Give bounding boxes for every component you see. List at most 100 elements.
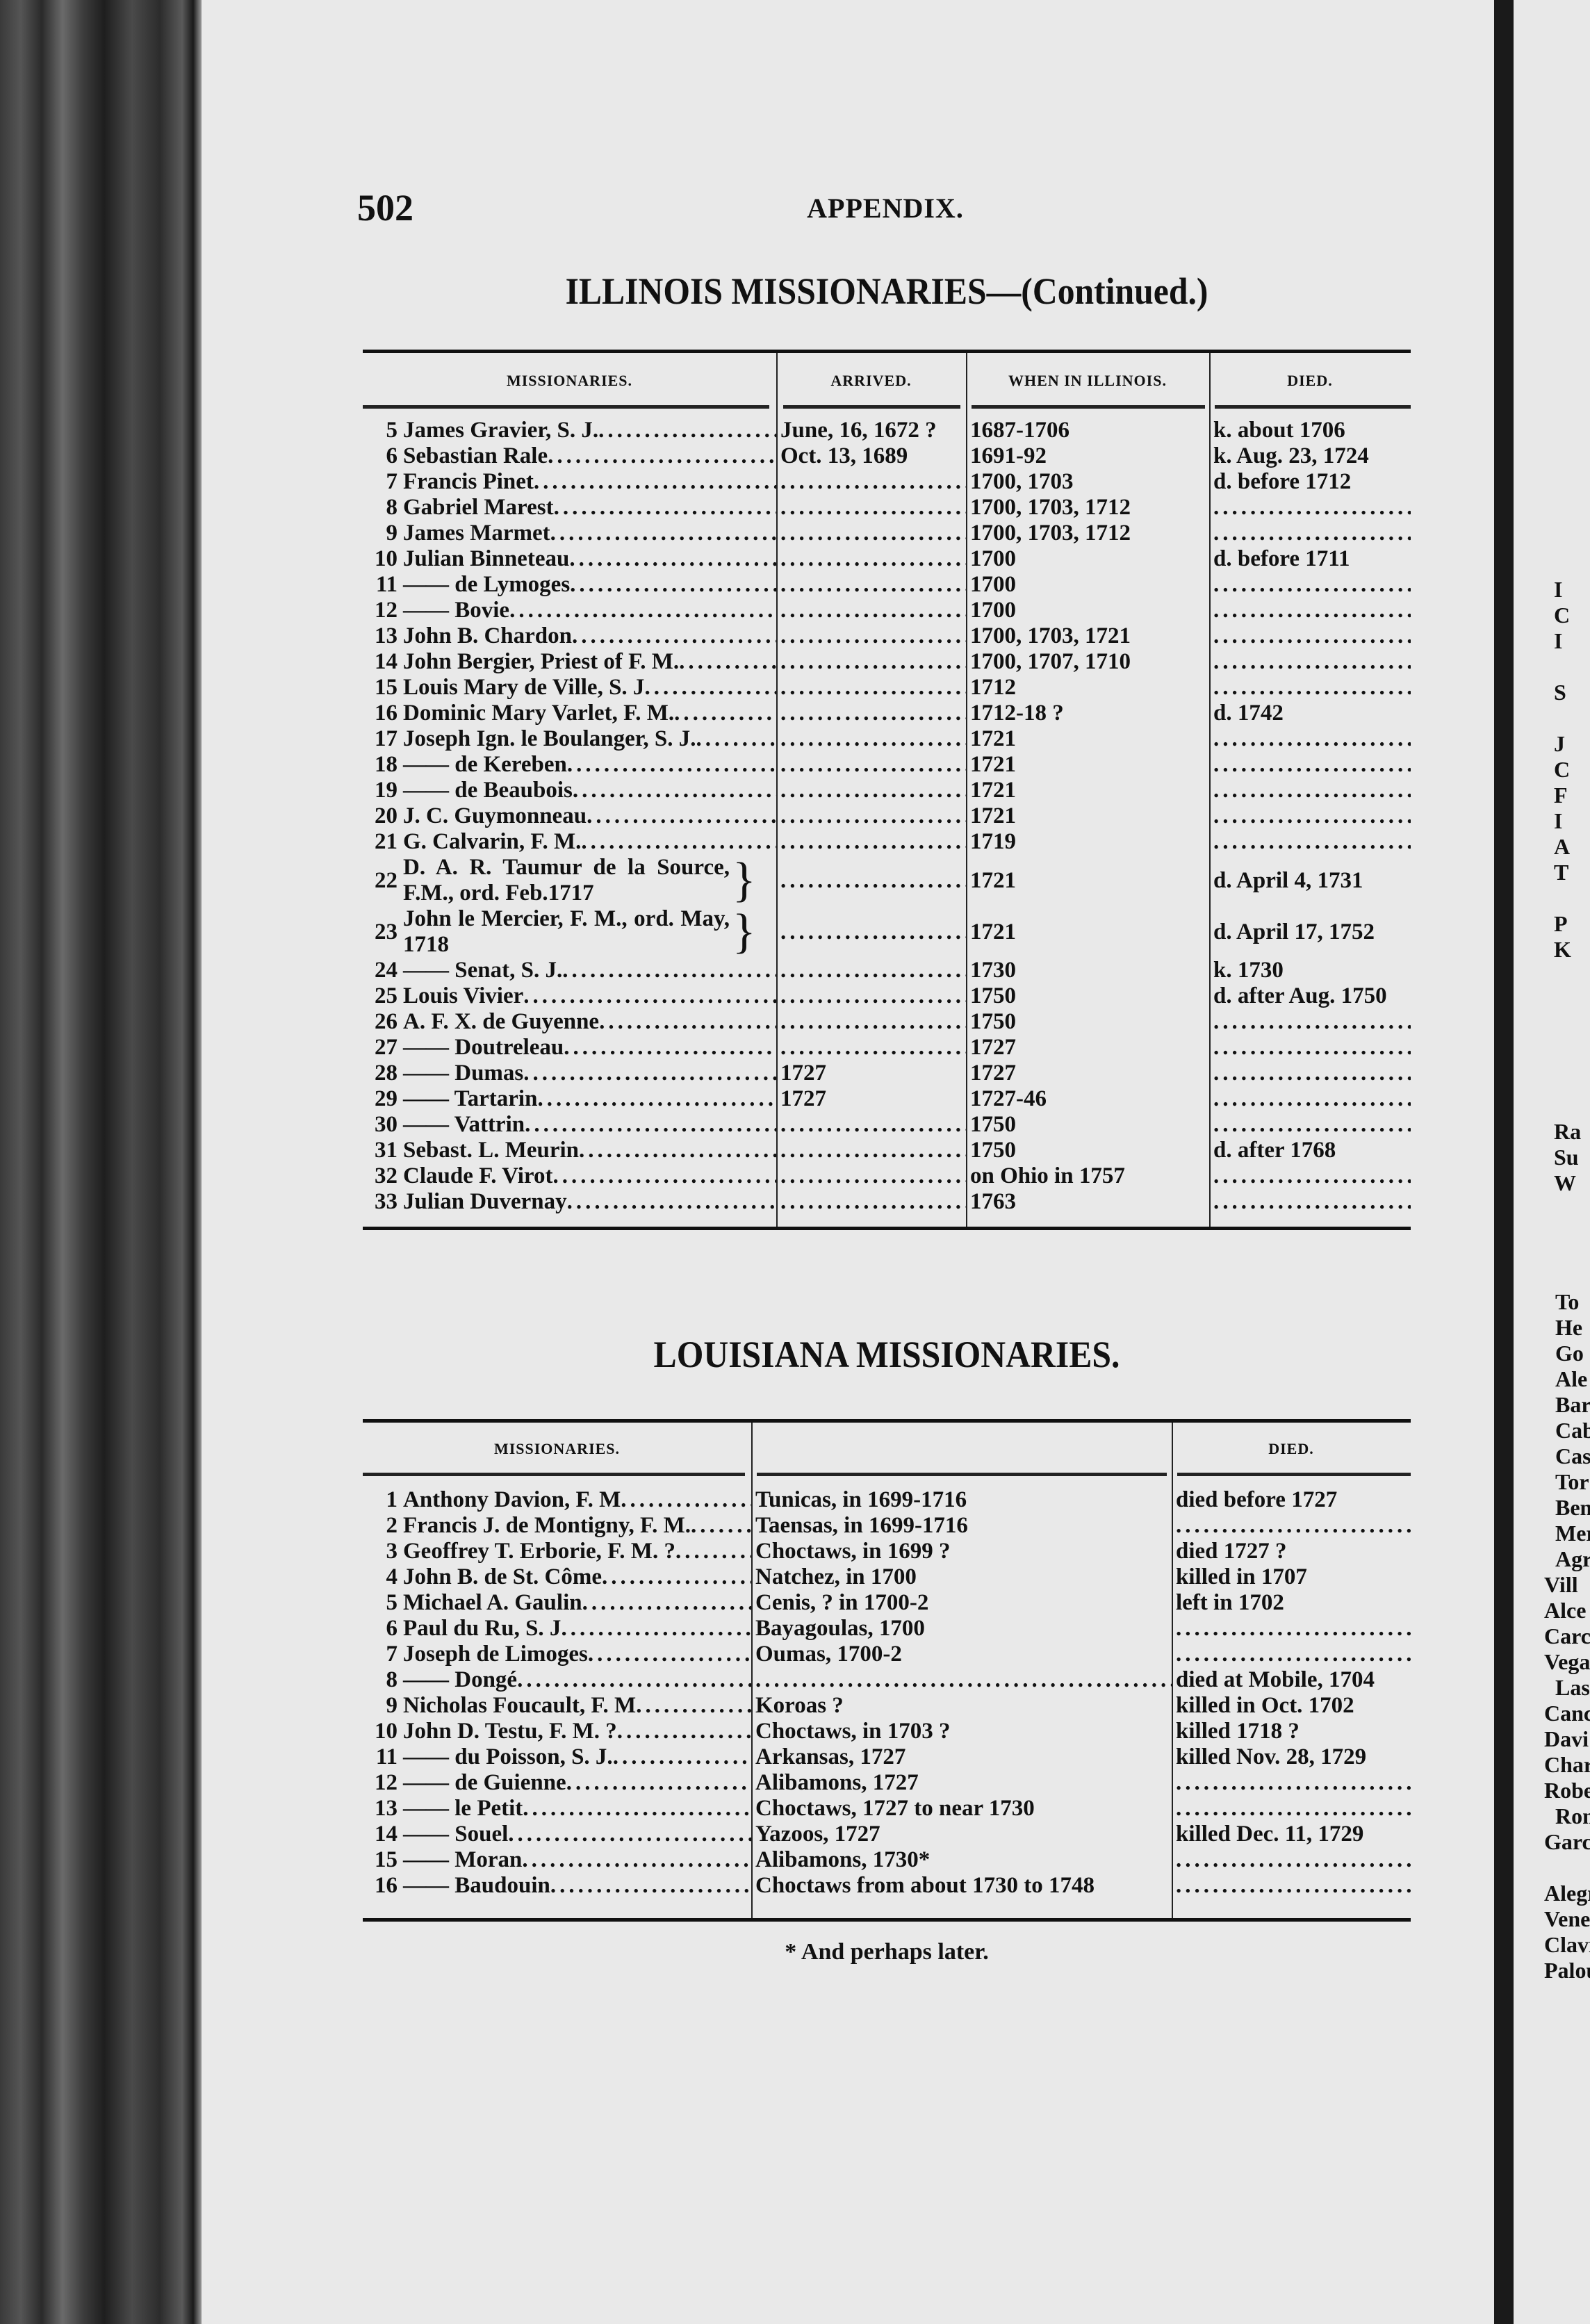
table-row: 19—— de Beaubois 1721	[363, 778, 1411, 803]
missionary-name-cell: 9 James Marmet	[363, 521, 776, 546]
missionary-name: John D. Testu, F. M. ?	[403, 1719, 617, 1744]
died-cell-text: d. 1742	[1213, 701, 1284, 726]
adjacent-page-fragment: To	[1555, 1289, 1580, 1314]
when-in-illinois-cell: on Ohio in 1757	[966, 1163, 1209, 1189]
missionary-name-cell: 7 Francis Pinet	[363, 469, 776, 495]
arrived-cell	[776, 906, 966, 958]
when-in-illinois-cell: 1750	[966, 1009, 1209, 1035]
when-in-illinois-cell: 1727	[966, 1035, 1209, 1061]
when-in-illinois-cell-text: 1721	[970, 919, 1016, 944]
missionary-name: John B. de St. Côme	[403, 1564, 603, 1589]
dot-leader	[1213, 1163, 1411, 1189]
table-row: 16—— BaudouinChoctaws from about 1730 to…	[363, 1873, 1411, 1899]
dot-leader	[780, 598, 966, 623]
mission-place-cell-text: Taensas, in 1699-1716	[755, 1513, 968, 1538]
mission-place-cell-text: Tunicas, in 1699-1716	[755, 1487, 967, 1512]
adjacent-page-fragment: I	[1554, 628, 1563, 653]
when-in-illinois-cell-text: 1700	[970, 572, 1016, 597]
row-number: 22	[375, 867, 398, 893]
dot-leader	[1213, 598, 1411, 623]
row-number: 4	[386, 1564, 398, 1589]
arrived-cell	[776, 469, 966, 495]
died-cell	[1209, 598, 1411, 623]
missionary-name-cell: 15 Louis Mary de Ville, S. J	[363, 675, 776, 701]
missionary-name-cell: 33 Julian Duvernay	[363, 1189, 776, 1215]
row-number: 10	[375, 546, 398, 571]
when-in-illinois-cell: 1727	[966, 1061, 1209, 1086]
dot-leader	[780, 469, 966, 495]
row-number: 33	[375, 1189, 398, 1214]
died-cell-text: killed Nov. 28, 1729	[1176, 1744, 1367, 1769]
dot-leader	[570, 572, 776, 598]
died-cell-text: d. April 17, 1752	[1213, 919, 1375, 944]
arrived-cell	[776, 752, 966, 778]
dot-leader	[1213, 829, 1411, 855]
row-number: 31	[375, 1138, 398, 1163]
missionary-name: Nicholas Foucault, F. M	[403, 1693, 637, 1718]
arrived-cell-text: June, 16, 1672 ?	[780, 418, 937, 443]
died-cell	[1209, 623, 1411, 649]
died-cell	[1209, 1009, 1411, 1035]
missionary-name: Paul du Ru, S. J	[403, 1616, 562, 1641]
missionary-name-cell: 17 Joseph Ign. le Boulanger, S. J.	[363, 726, 776, 752]
when-in-illinois-cell: 1700, 1703, 1712	[966, 521, 1209, 546]
missionary-name-cell: 27 —— Doutreleau	[363, 1035, 776, 1061]
mission-place-cell-text: Arkansas, 1727	[755, 1744, 906, 1769]
brace: }	[732, 906, 756, 958]
dot-leader	[1213, 1189, 1411, 1215]
missionary-name: —— Dongé	[403, 1667, 518, 1692]
row-number: 29	[375, 1086, 398, 1111]
arrived-cell	[776, 1189, 966, 1215]
dot-leader	[1213, 623, 1411, 649]
when-in-illinois-cell-text: 1721	[970, 752, 1016, 777]
row-number: 11	[375, 1744, 398, 1769]
missionary-name: —— Moran	[403, 1847, 523, 1872]
missionary-name: Louis Mary de Ville, S. J	[403, 675, 645, 700]
table-row: 26A. F. X. de Guyenne 1750	[363, 1009, 1411, 1035]
died-cell: killed in 1707	[1172, 1564, 1411, 1590]
row-number: 26	[375, 1009, 398, 1034]
dot-leader	[1176, 1513, 1411, 1539]
page-number: 502	[357, 187, 413, 229]
dot-leader	[780, 1009, 966, 1035]
adjacent-page-fragment: Tor	[1555, 1469, 1589, 1494]
dot-leader	[1176, 1642, 1411, 1667]
missionary-name-cell: 4 John B. de St. Côme	[363, 1564, 751, 1590]
died-cell	[1172, 1642, 1411, 1667]
missionary-name: Joseph Ign. le Boulanger, S. J.	[403, 726, 696, 751]
dot-leader	[613, 1744, 751, 1770]
row-number: 6	[386, 1616, 398, 1641]
footnote: * And perhaps later.	[785, 1939, 989, 1965]
mission-place-cell: Yazoos, 1727	[751, 1822, 1172, 1847]
died-cell-text: died 1727 ?	[1176, 1539, 1287, 1564]
dot-leader	[1176, 1796, 1411, 1822]
adjacent-page-fragment: Vill	[1544, 1572, 1578, 1597]
illinois-missionaries-table: MISSIONARIES. ARRIVED. WHEN IN ILLINOIS.…	[363, 350, 1411, 1234]
died-cell: killed Dec. 11, 1729	[1172, 1822, 1411, 1847]
adjacent-page-fragment: Ale	[1555, 1366, 1588, 1391]
dot-leader	[522, 1847, 751, 1873]
missionary-name-cell: 30 —— Vattrin	[363, 1112, 776, 1138]
dot-leader	[780, 778, 966, 803]
adjacent-page-fragment: Bar	[1555, 1392, 1590, 1417]
dot-leader	[562, 958, 776, 983]
missionary-name: —— Tartarin	[403, 1086, 538, 1111]
missionary-name: John Bergier, Priest of F. M.	[403, 649, 680, 674]
dot-leader	[674, 701, 776, 726]
dot-leader	[1213, 495, 1411, 521]
when-in-illinois-cell-text: 1700, 1703, 1712	[970, 521, 1131, 546]
dot-leader	[599, 1009, 776, 1035]
when-in-illinois-cell-text: 1700, 1707, 1710	[970, 649, 1131, 674]
dot-leader	[602, 1564, 751, 1590]
when-in-illinois-cell-text: 1727	[970, 1061, 1016, 1086]
missionary-name-cell: 12 —— de Guienne	[363, 1770, 751, 1796]
missionary-name: Dominic Mary Varlet, F. M.	[403, 701, 675, 726]
dot-leader	[780, 919, 966, 945]
row-number: 7	[386, 469, 398, 494]
mission-place-cell: Koroas ?	[751, 1693, 1172, 1719]
